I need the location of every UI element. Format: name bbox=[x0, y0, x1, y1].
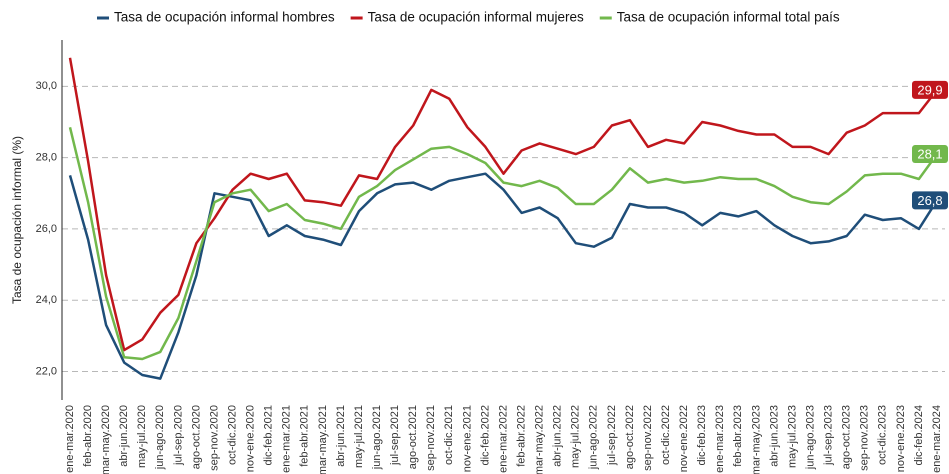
x-tick-label: may-jul.2022 bbox=[570, 405, 582, 468]
x-tick-label: may-jul.2023 bbox=[786, 405, 798, 468]
x-tick-label: ene-mar.2020 bbox=[64, 405, 76, 473]
y-tick-label: 22,0 bbox=[36, 365, 57, 377]
x-tick-label: sep-nov.2020 bbox=[208, 405, 220, 471]
x-tick-label: feb-abr.2020 bbox=[82, 405, 94, 467]
x-tick-label: jun-ago.2023 bbox=[804, 405, 816, 470]
x-tick-label: dic-feb.2024 bbox=[913, 405, 925, 466]
x-tick-label: ago-oct.2022 bbox=[624, 405, 636, 469]
end-label: 28,1 bbox=[917, 146, 942, 161]
end-label-box bbox=[912, 80, 948, 99]
x-tick-label: sep-nov.2023 bbox=[859, 405, 871, 471]
end-label: 29,9 bbox=[917, 82, 942, 97]
x-tick-label: ago-oct.2023 bbox=[841, 405, 853, 469]
x-tick-label: jul-sep.2021 bbox=[389, 405, 401, 466]
x-tick-label: ene-mar.2023 bbox=[714, 405, 726, 473]
legend-label: Tasa de ocupación informal mujeres bbox=[368, 10, 584, 25]
x-tick-label: jun-ago.2021 bbox=[371, 405, 383, 470]
y-tick-label: 24,0 bbox=[36, 294, 57, 306]
x-tick-label: ago-oct.2020 bbox=[190, 405, 202, 469]
end-label-box bbox=[912, 191, 948, 210]
x-tick-label: nov-ene.2020 bbox=[245, 405, 257, 472]
series-line bbox=[68, 127, 939, 361]
x-tick-label: sep-nov.2021 bbox=[425, 405, 437, 471]
end-label-box bbox=[912, 145, 948, 164]
x-tick-label: dic-feb.2023 bbox=[696, 405, 708, 466]
x-tick-label: may-jul.2020 bbox=[136, 405, 148, 468]
x-tick-label: mar-may.2021 bbox=[317, 405, 329, 474]
x-tick-label: jul-sep.2023 bbox=[823, 405, 835, 466]
x-tick-label: jul-sep.2020 bbox=[172, 405, 184, 466]
legend-label: Tasa de ocupación informal hombres bbox=[114, 10, 335, 25]
x-tick-label: abr-jun.2021 bbox=[335, 405, 347, 467]
y-tick-label: 28,0 bbox=[36, 152, 57, 164]
series-line bbox=[68, 172, 939, 380]
end-label: 26,8 bbox=[917, 193, 942, 208]
x-tick-label: mar-may.2023 bbox=[750, 405, 762, 474]
x-tick-label: ene-mar.2022 bbox=[497, 405, 509, 473]
x-tick-label: jun-ago.2020 bbox=[154, 405, 166, 470]
x-tick-label: feb-abr.2021 bbox=[299, 405, 311, 467]
x-tick-label: abr-jun.2023 bbox=[768, 405, 780, 467]
x-tick-label: ene-mar.2024 bbox=[931, 405, 943, 473]
x-tick-label: oct-dic.2020 bbox=[226, 405, 238, 465]
x-tick-label: oct-dic.2021 bbox=[443, 405, 455, 465]
x-tick-label: mar-may.2020 bbox=[100, 405, 112, 474]
x-tick-label: abr-jun.2022 bbox=[552, 405, 564, 467]
x-tick-label: sep-nov.2022 bbox=[642, 405, 654, 471]
x-tick-label: feb-abr.2023 bbox=[732, 405, 744, 467]
x-tick-label: ago-oct.2021 bbox=[407, 405, 419, 469]
x-tick-label: oct-dic.2022 bbox=[660, 405, 672, 465]
x-tick-label: ene-mar.2021 bbox=[281, 405, 293, 473]
x-tick-label: jul-sep.2022 bbox=[606, 405, 618, 466]
series-line bbox=[68, 57, 938, 352]
x-tick-label: nov-ene.2022 bbox=[678, 405, 690, 472]
x-tick-label: oct-dic.2023 bbox=[877, 405, 889, 465]
x-tick-label: abr-jun.2020 bbox=[118, 405, 130, 467]
x-tick-label: jun-ago.2022 bbox=[588, 405, 600, 470]
x-tick-label: feb-abr.2022 bbox=[515, 405, 527, 467]
x-tick-label: nov-ene.2021 bbox=[461, 405, 473, 472]
x-tick-label: dic-feb.2021 bbox=[263, 405, 275, 466]
x-tick-label: may-jul.2021 bbox=[353, 405, 365, 468]
x-tick-label: mar-may.2022 bbox=[534, 405, 546, 474]
y-axis-label: Tasa de ocupación informal (%) bbox=[10, 136, 24, 304]
x-tick-label: nov-ene.2023 bbox=[895, 405, 907, 472]
legend-label: Tasa de ocupación informal total país bbox=[617, 10, 840, 25]
y-tick-label: 30,0 bbox=[36, 80, 57, 92]
y-tick-label: 26,0 bbox=[36, 223, 57, 235]
x-tick-label: dic-feb.2022 bbox=[479, 405, 491, 466]
